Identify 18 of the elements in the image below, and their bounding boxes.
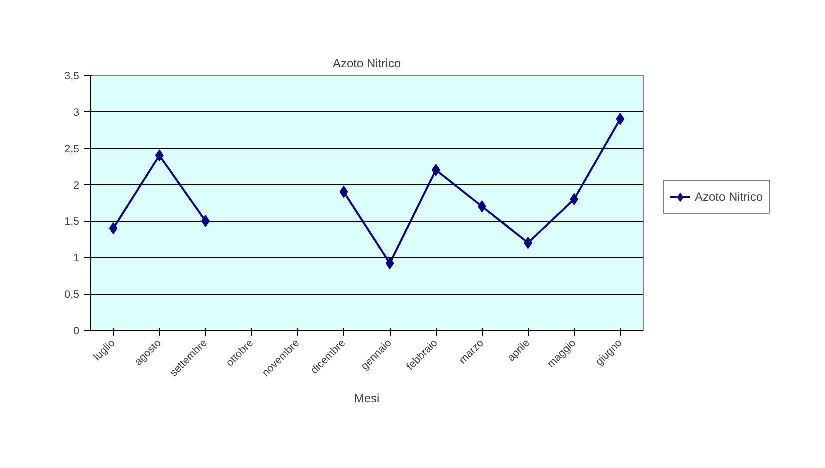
point	[570, 193, 579, 206]
y-tick-label: 2	[74, 180, 80, 192]
point	[109, 222, 118, 234]
y-tick-label: 0,5	[64, 289, 80, 302]
y-tick-label: 1,5	[64, 216, 80, 228]
y-tick-label: 1	[74, 252, 80, 265]
point	[155, 150, 164, 162]
point	[616, 113, 625, 126]
y-tick-label: 3	[74, 106, 80, 119]
point	[432, 164, 440, 176]
y-tick-label: 2,5	[64, 143, 80, 156]
y-tick-label: 3,5	[64, 70, 80, 82]
point	[386, 257, 394, 270]
y-tick-label: 0	[74, 326, 80, 338]
legend-label: Azoto Nitrico	[695, 190, 764, 204]
chart-title: Azoto Nitrico	[332, 56, 402, 70]
x-axis-title: Mesi	[354, 391, 380, 406]
point	[340, 186, 348, 198]
